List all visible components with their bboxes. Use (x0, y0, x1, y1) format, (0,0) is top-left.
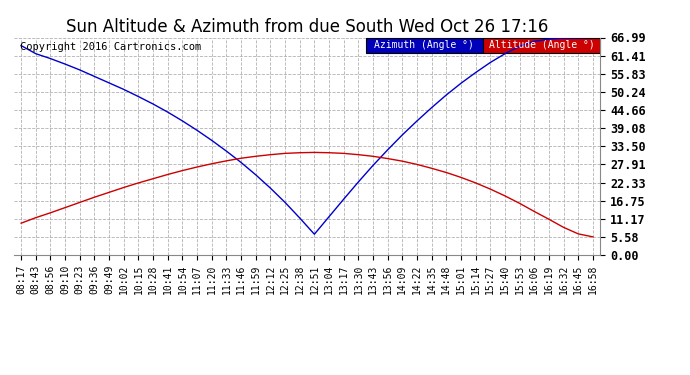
Text: Altitude (Angle °): Altitude (Angle °) (489, 40, 595, 50)
Bar (483, 38, 600, 53)
Bar (366, 38, 483, 53)
Title: Sun Altitude & Azimuth from due South Wed Oct 26 17:16: Sun Altitude & Azimuth from due South We… (66, 18, 549, 36)
Text: Azimuth (Angle °): Azimuth (Angle °) (375, 40, 474, 50)
Text: Copyright 2016 Cartronics.com: Copyright 2016 Cartronics.com (19, 42, 201, 52)
